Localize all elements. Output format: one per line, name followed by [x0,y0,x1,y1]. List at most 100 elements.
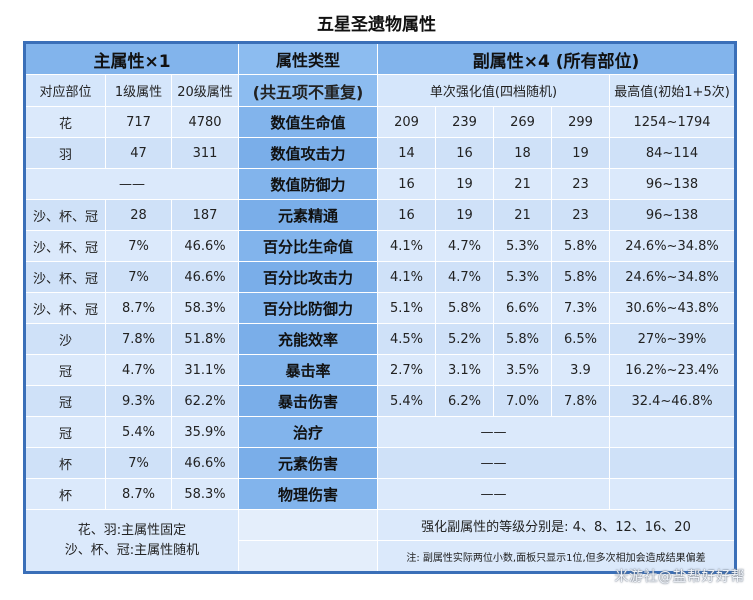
roll-tier-2-cell: 239 [435,106,494,138]
lv20-cell: 187 [171,199,239,231]
footer-blank-cell [238,540,378,573]
attr-name-cell: 数值生命值 [238,106,378,138]
slot-cell: 冠 [24,385,106,417]
lv20-cell: 58.3% [171,292,239,324]
footer-blank-cell [238,509,378,541]
table-row: 杯 8.7% 58.3% 物理伤害 —— [24,478,737,510]
attr-name-cell: 百分比生命值 [238,230,378,262]
attr-name-cell: 暴击率 [238,354,378,386]
slot-cell: 羽 [24,137,106,169]
lv1-cell: 8.7% [105,292,172,324]
roll-tier-3-cell: 6.6% [493,292,552,324]
roll-tier-4-cell: 299 [551,106,610,138]
max-value-cell: 24.6%~34.8% [608,230,737,262]
roll-tier-1-cell: 2.7% [377,354,436,386]
roll-tier-1-cell: 4.1% [377,230,436,262]
attr-name-cell: 百分比攻击力 [238,261,378,293]
roll-tier-2-cell: 5.8% [435,292,494,324]
slot-cell: 花 [24,106,106,138]
roll-tier-1-cell: 16 [377,199,436,231]
roll-tier-3-cell: 5.3% [493,261,552,293]
roll-tier-4-cell: 7.3% [551,292,610,324]
attr-type-header-line2: (共五项不重复) [238,74,378,107]
roll-tier-3-cell: 18 [493,137,552,169]
lv1-cell: 28 [105,199,172,231]
slot-cell: 沙、杯、冠 [24,261,106,293]
slot-cell: 杯 [24,478,106,510]
table-row: —— 数值防御力 16 19 21 23 96~138 [24,168,737,200]
artifact-stats-table: 主属性×1 属性类型 副属性×4 (所有部位) 对应部位 1级属性 20级属性 … [23,41,738,574]
footer-slot-note: 花、羽:主属性固定 沙、杯、冠:主属性随机 [24,509,239,573]
sub-attr-empty-cell: —— [377,416,610,448]
lv1-cell: 7.8% [105,323,172,355]
sub-attr-header: 副属性×4 (所有部位) [376,42,737,75]
table-row: 沙、杯、冠 7% 46.6% 百分比生命值 4.1% 4.7% 5.3% 5.8% 24.6%~… [24,230,737,262]
max-value-cell: 96~138 [608,168,737,200]
lv1-cell: 9.3% [105,385,172,417]
attr-type-header-line1: 属性类型 [238,42,378,75]
max-value-cell: 96~138 [608,199,737,231]
lv20-cell: 46.6% [171,261,239,293]
roll-tier-1-cell: 14 [377,137,436,169]
footer-small-note: 注: 副属性实际两位小数,面板只显示1位,但多次相加会造成结果偏差 [376,540,737,573]
roll-tier-2-cell: 19 [435,199,494,231]
roll-tier-2-cell: 4.7% [435,230,494,262]
lv1-cell: 8.7% [105,478,172,510]
attr-name-cell: 百分比防御力 [238,292,378,324]
roll-tier-2-cell: 4.7% [435,261,494,293]
roll-tier-3-cell: 21 [493,168,552,200]
lv20-header: 20级属性 [171,74,239,107]
roll-tier-4-cell: 19 [551,137,610,169]
attr-name-cell: 数值防御力 [238,168,378,200]
attr-name-cell: 元素精通 [238,199,378,231]
slot-cell: 沙、杯、冠 [24,292,106,324]
slot-cell: 冠 [24,416,106,448]
roll-tier-2-cell: 3.1% [435,354,494,386]
main-attr-empty-cell: —— [24,168,239,200]
roll-tier-1-cell: 5.1% [377,292,436,324]
lv20-cell: 46.6% [171,447,239,479]
lv1-cell: 4.7% [105,354,172,386]
max-value-cell: 16.2%~23.4% [608,354,737,386]
max-value-cell: 30.6%~43.8% [608,292,737,324]
lv20-cell: 4780 [171,106,239,138]
roll-tier-2-cell: 16 [435,137,494,169]
roll-tier-4-cell: 6.5% [551,323,610,355]
lv20-cell: 51.8% [171,323,239,355]
table-row: 沙、杯、冠 7% 46.6% 百分比攻击力 4.1% 4.7% 5.3% 5.8% 24.6%~… [24,261,737,293]
max-value-cell: 27%~39% [608,323,737,355]
slot-cell: 沙 [24,323,106,355]
lv1-cell: 47 [105,137,172,169]
footer-levels-note: 强化副属性的等级分别是: 4、8、12、16、20 [376,509,737,541]
single-roll-header: 单次强化值(四档随机) [377,74,610,107]
lv1-cell: 7% [105,230,172,262]
slot-header: 对应部位 [24,74,106,107]
sub-attr-empty-cell: —— [377,447,610,479]
roll-tier-3-cell: 5.3% [493,230,552,262]
max-value-cell: 84~114 [608,137,737,169]
lv1-cell: 717 [105,106,172,138]
attr-name-cell: 物理伤害 [238,478,378,510]
attr-name-cell: 暴击伤害 [238,385,378,417]
lv20-cell: 46.6% [171,230,239,262]
slot-cell: 沙、杯、冠 [24,199,106,231]
lv1-cell: 7% [105,261,172,293]
roll-tier-3-cell: 269 [493,106,552,138]
table-row: 沙、杯、冠 8.7% 58.3% 百分比防御力 5.1% 5.8% 6.6% 7.3% 30.6… [24,292,737,324]
roll-tier-3-cell: 3.5% [493,354,552,386]
roll-tier-1-cell: 209 [377,106,436,138]
lv1-header: 1级属性 [105,74,172,107]
lv20-cell: 62.2% [171,385,239,417]
roll-tier-3-cell: 5.8% [493,323,552,355]
footer-note-line2: 沙、杯、冠:主属性随机 [64,542,200,558]
roll-tier-3-cell: 21 [493,199,552,231]
max-value-empty-cell [608,447,737,479]
footer-note-line1: 花、羽:主属性固定 [77,522,187,538]
lv1-cell: 7% [105,447,172,479]
max-value-cell: 24.6%~34.8% [608,261,737,293]
table-row: 沙 7.8% 51.8% 充能效率 4.5% 5.2% 5.8% 6.5% 27%~39% [24,323,737,355]
table-row: 冠 9.3% 62.2% 暴击伤害 5.4% 6.2% 7.0% 7.8% 32.4~46.8% [24,385,737,417]
attr-name-cell: 数值攻击力 [238,137,378,169]
roll-tier-1-cell: 4.5% [377,323,436,355]
roll-tier-2-cell: 19 [435,168,494,200]
